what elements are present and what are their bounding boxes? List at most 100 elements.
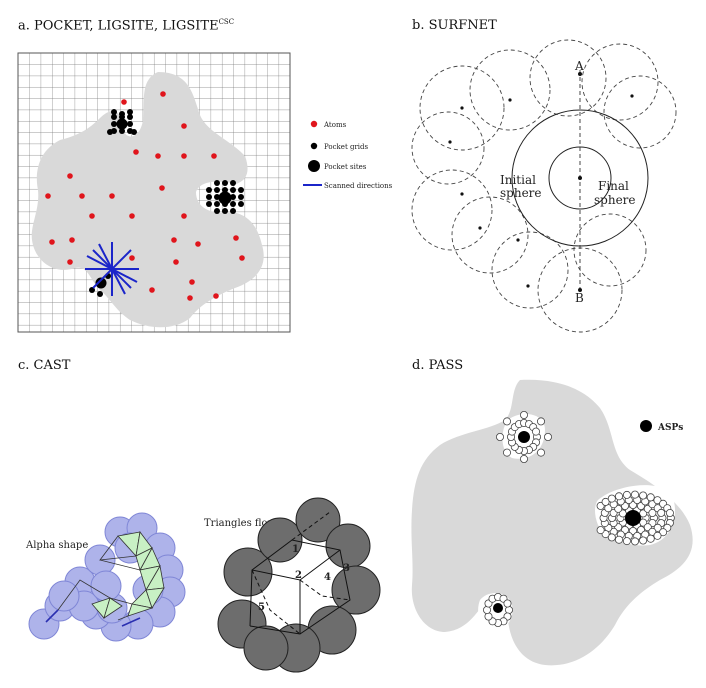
flow-number-5: 5 bbox=[258, 602, 265, 613]
pocket-grid-point bbox=[238, 194, 244, 200]
atom bbox=[89, 213, 95, 219]
probe-sphere bbox=[544, 432, 553, 441]
pocket-grid-point bbox=[111, 109, 117, 115]
pocket-grid-point bbox=[206, 194, 212, 200]
final-sphere-label-1: Final bbox=[598, 179, 629, 193]
probe-sphere bbox=[502, 448, 511, 457]
probe-sphere bbox=[646, 534, 655, 543]
pocket-grid-point bbox=[127, 121, 133, 127]
probe-sphere bbox=[537, 448, 546, 457]
pocket-grid-point bbox=[222, 187, 228, 193]
atom bbox=[181, 123, 187, 129]
atom bbox=[129, 213, 135, 219]
sphere-center-dot bbox=[478, 226, 482, 230]
pocket-grid-point bbox=[230, 187, 236, 193]
sphere-center-dot bbox=[516, 238, 520, 242]
pocket-grid-point bbox=[131, 129, 137, 135]
atom bbox=[79, 193, 85, 199]
alpha-inner-lines bbox=[45, 609, 141, 627]
legend: Atoms Pocket grids Pocket sites Scanned … bbox=[303, 120, 393, 190]
flow-sphere bbox=[295, 497, 341, 543]
dashed-sphere bbox=[603, 75, 677, 149]
flow-sphere bbox=[257, 517, 303, 563]
dashed-sphere bbox=[411, 169, 493, 251]
atom bbox=[211, 153, 217, 159]
probe-sphere bbox=[653, 531, 662, 540]
atom bbox=[173, 259, 179, 265]
pocket-grid-point bbox=[206, 187, 212, 193]
pocket-grid-point bbox=[111, 114, 117, 120]
panel-a-title-sup: CSC bbox=[218, 18, 235, 26]
probe-sphere bbox=[484, 612, 493, 621]
probe-sphere bbox=[653, 496, 662, 505]
asps-legend-label: ASPs bbox=[657, 423, 683, 433]
triangles-flow-label: Triangles flow bbox=[204, 518, 277, 529]
dashed-sphere bbox=[529, 39, 607, 117]
dashed-spheres bbox=[411, 39, 677, 333]
atom bbox=[159, 185, 165, 191]
probe-sphere bbox=[601, 497, 610, 506]
atom bbox=[181, 213, 187, 219]
flow-number-4: 4 bbox=[324, 572, 331, 583]
atom bbox=[129, 255, 135, 261]
probe-sphere bbox=[596, 526, 605, 535]
pocket-grid-point bbox=[230, 208, 236, 214]
panel-b-title: b. SURFNET bbox=[412, 18, 497, 33]
pocket-grid-point bbox=[230, 194, 236, 200]
protein-body-pass bbox=[411, 379, 693, 666]
pocket-site bbox=[218, 191, 232, 205]
pocket-grid-point bbox=[206, 201, 212, 207]
asp-2 bbox=[625, 510, 641, 526]
atom bbox=[49, 239, 55, 245]
pocket-site bbox=[116, 118, 128, 130]
probe-sphere bbox=[482, 606, 491, 615]
triangles-flow-spheres bbox=[217, 497, 381, 673]
flow-sphere bbox=[243, 625, 289, 671]
panel-a-title: a. POCKET, LIGSITE, LIGSITECSC bbox=[18, 18, 234, 33]
probe-sphere bbox=[504, 606, 513, 615]
pocket-grid-point bbox=[97, 291, 103, 297]
legend-scan-label: Scanned directions bbox=[324, 182, 393, 190]
atom bbox=[45, 193, 51, 199]
probe-sphere bbox=[622, 490, 631, 499]
probe-sphere bbox=[665, 508, 674, 517]
probe-sphere bbox=[657, 508, 666, 517]
sphere-center-dot bbox=[448, 140, 452, 144]
flow-number-1: 1 bbox=[292, 544, 299, 555]
asp-3 bbox=[493, 603, 503, 613]
pocket-site bbox=[95, 277, 107, 289]
atom bbox=[187, 295, 193, 301]
atom bbox=[160, 91, 166, 97]
probe-sphere bbox=[631, 537, 640, 546]
panel-d-title: d. PASS bbox=[412, 358, 464, 373]
atom bbox=[189, 279, 195, 285]
probe-sphere bbox=[648, 508, 657, 517]
point-a-marker bbox=[578, 72, 582, 76]
legend-grids-label: Pocket grids bbox=[324, 143, 369, 151]
pocket-grid-point bbox=[119, 128, 125, 134]
atom bbox=[67, 259, 73, 265]
initial-sphere-label-2: sphere bbox=[500, 186, 542, 200]
alpha-sphere bbox=[48, 580, 80, 612]
probe-sphere bbox=[646, 493, 655, 502]
atom bbox=[233, 235, 239, 241]
legend-atoms-label: Atoms bbox=[323, 121, 347, 129]
atom bbox=[213, 293, 219, 299]
atom bbox=[109, 193, 115, 199]
flow-sphere bbox=[331, 565, 381, 615]
probe-sphere bbox=[639, 491, 648, 500]
point-b-marker bbox=[578, 288, 582, 292]
atom bbox=[171, 237, 177, 243]
panel-a-title-main: a. POCKET, LIGSITE, LIGSITE bbox=[18, 18, 219, 34]
pocket-grid-point bbox=[214, 194, 220, 200]
initial-sphere-label-1: Initial bbox=[500, 173, 536, 187]
probe-sphere bbox=[615, 492, 624, 501]
pocket-grid-point bbox=[214, 180, 220, 186]
dashed-sphere bbox=[419, 65, 505, 151]
flow-number-3: 3 bbox=[343, 563, 350, 574]
protein-body bbox=[31, 72, 264, 328]
pocket-grid-point bbox=[127, 114, 133, 120]
